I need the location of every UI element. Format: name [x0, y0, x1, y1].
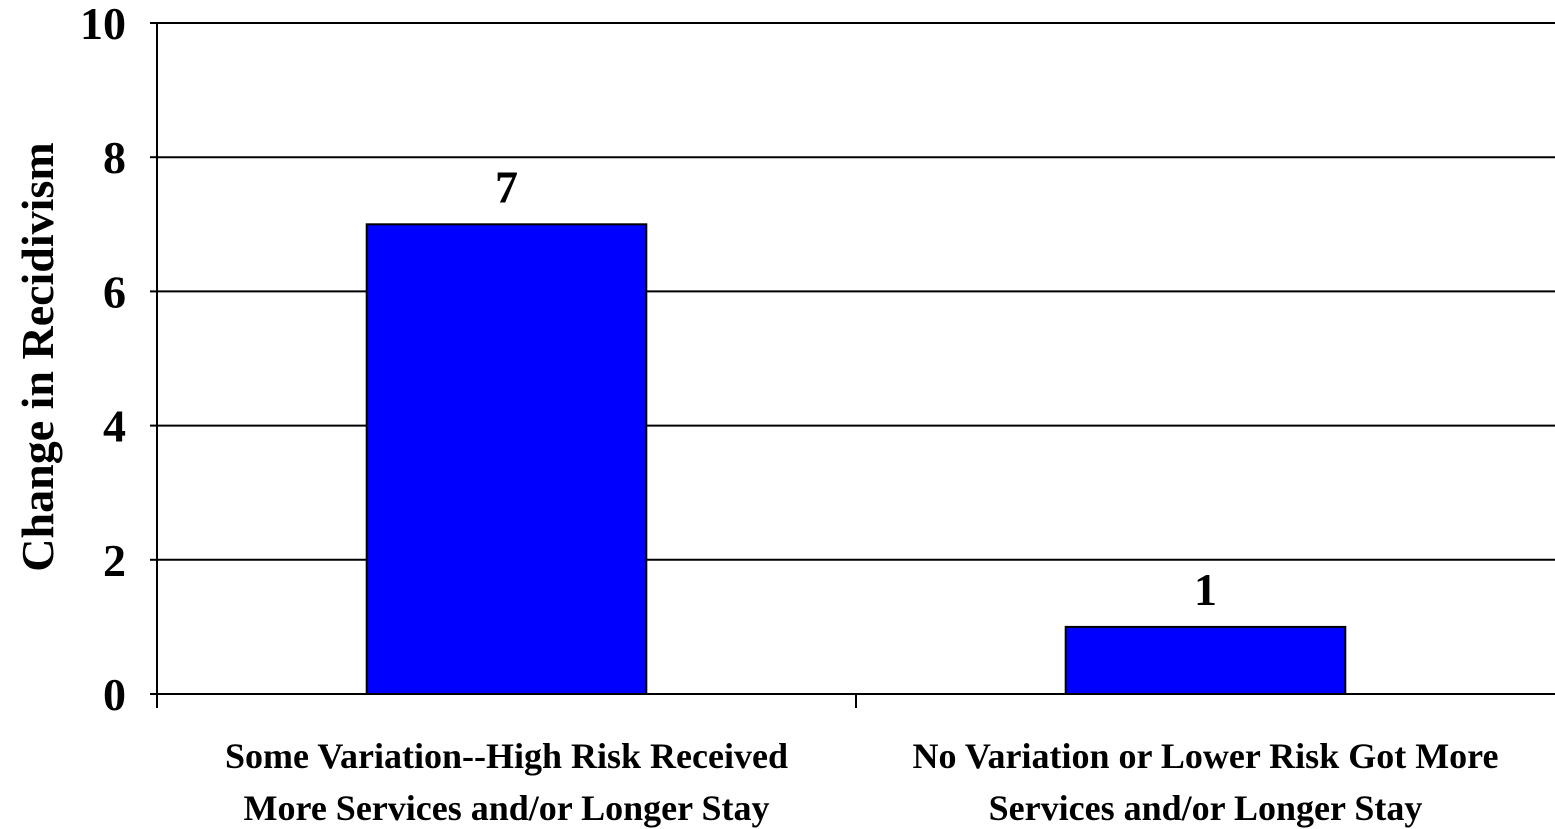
y-tick-label: 8 [103, 132, 126, 183]
x-category-label-2-line-1: No Variation or Lower Risk Got More [913, 736, 1499, 776]
y-tick-label: 6 [103, 266, 126, 317]
labels: 0 2 4 6 8 10 7 Some Variation--High Risk Receiv… [80, 0, 1499, 828]
y-tick-label: 2 [103, 535, 126, 586]
y-tick-label: 10 [80, 0, 126, 49]
y-axis-title: Change in Recidivism [12, 142, 63, 571]
x-category-label-1-line-1: Some Variation--High Risk Received [225, 736, 788, 776]
x-category-label-1-line-2: More Services and/or Longer Stay [244, 788, 770, 828]
bars [365, 223, 1347, 696]
x-category-label-2-line-2: Services and/or Longer Stay [989, 788, 1423, 828]
y-tick-label: 4 [103, 401, 126, 452]
bar-2 [1064, 625, 1347, 696]
data-label-1: 7 [495, 161, 518, 212]
bar-1 [365, 223, 648, 696]
y-tick-label: 0 [103, 669, 126, 720]
data-label-2: 1 [1194, 564, 1217, 615]
axes [150, 22, 1555, 708]
